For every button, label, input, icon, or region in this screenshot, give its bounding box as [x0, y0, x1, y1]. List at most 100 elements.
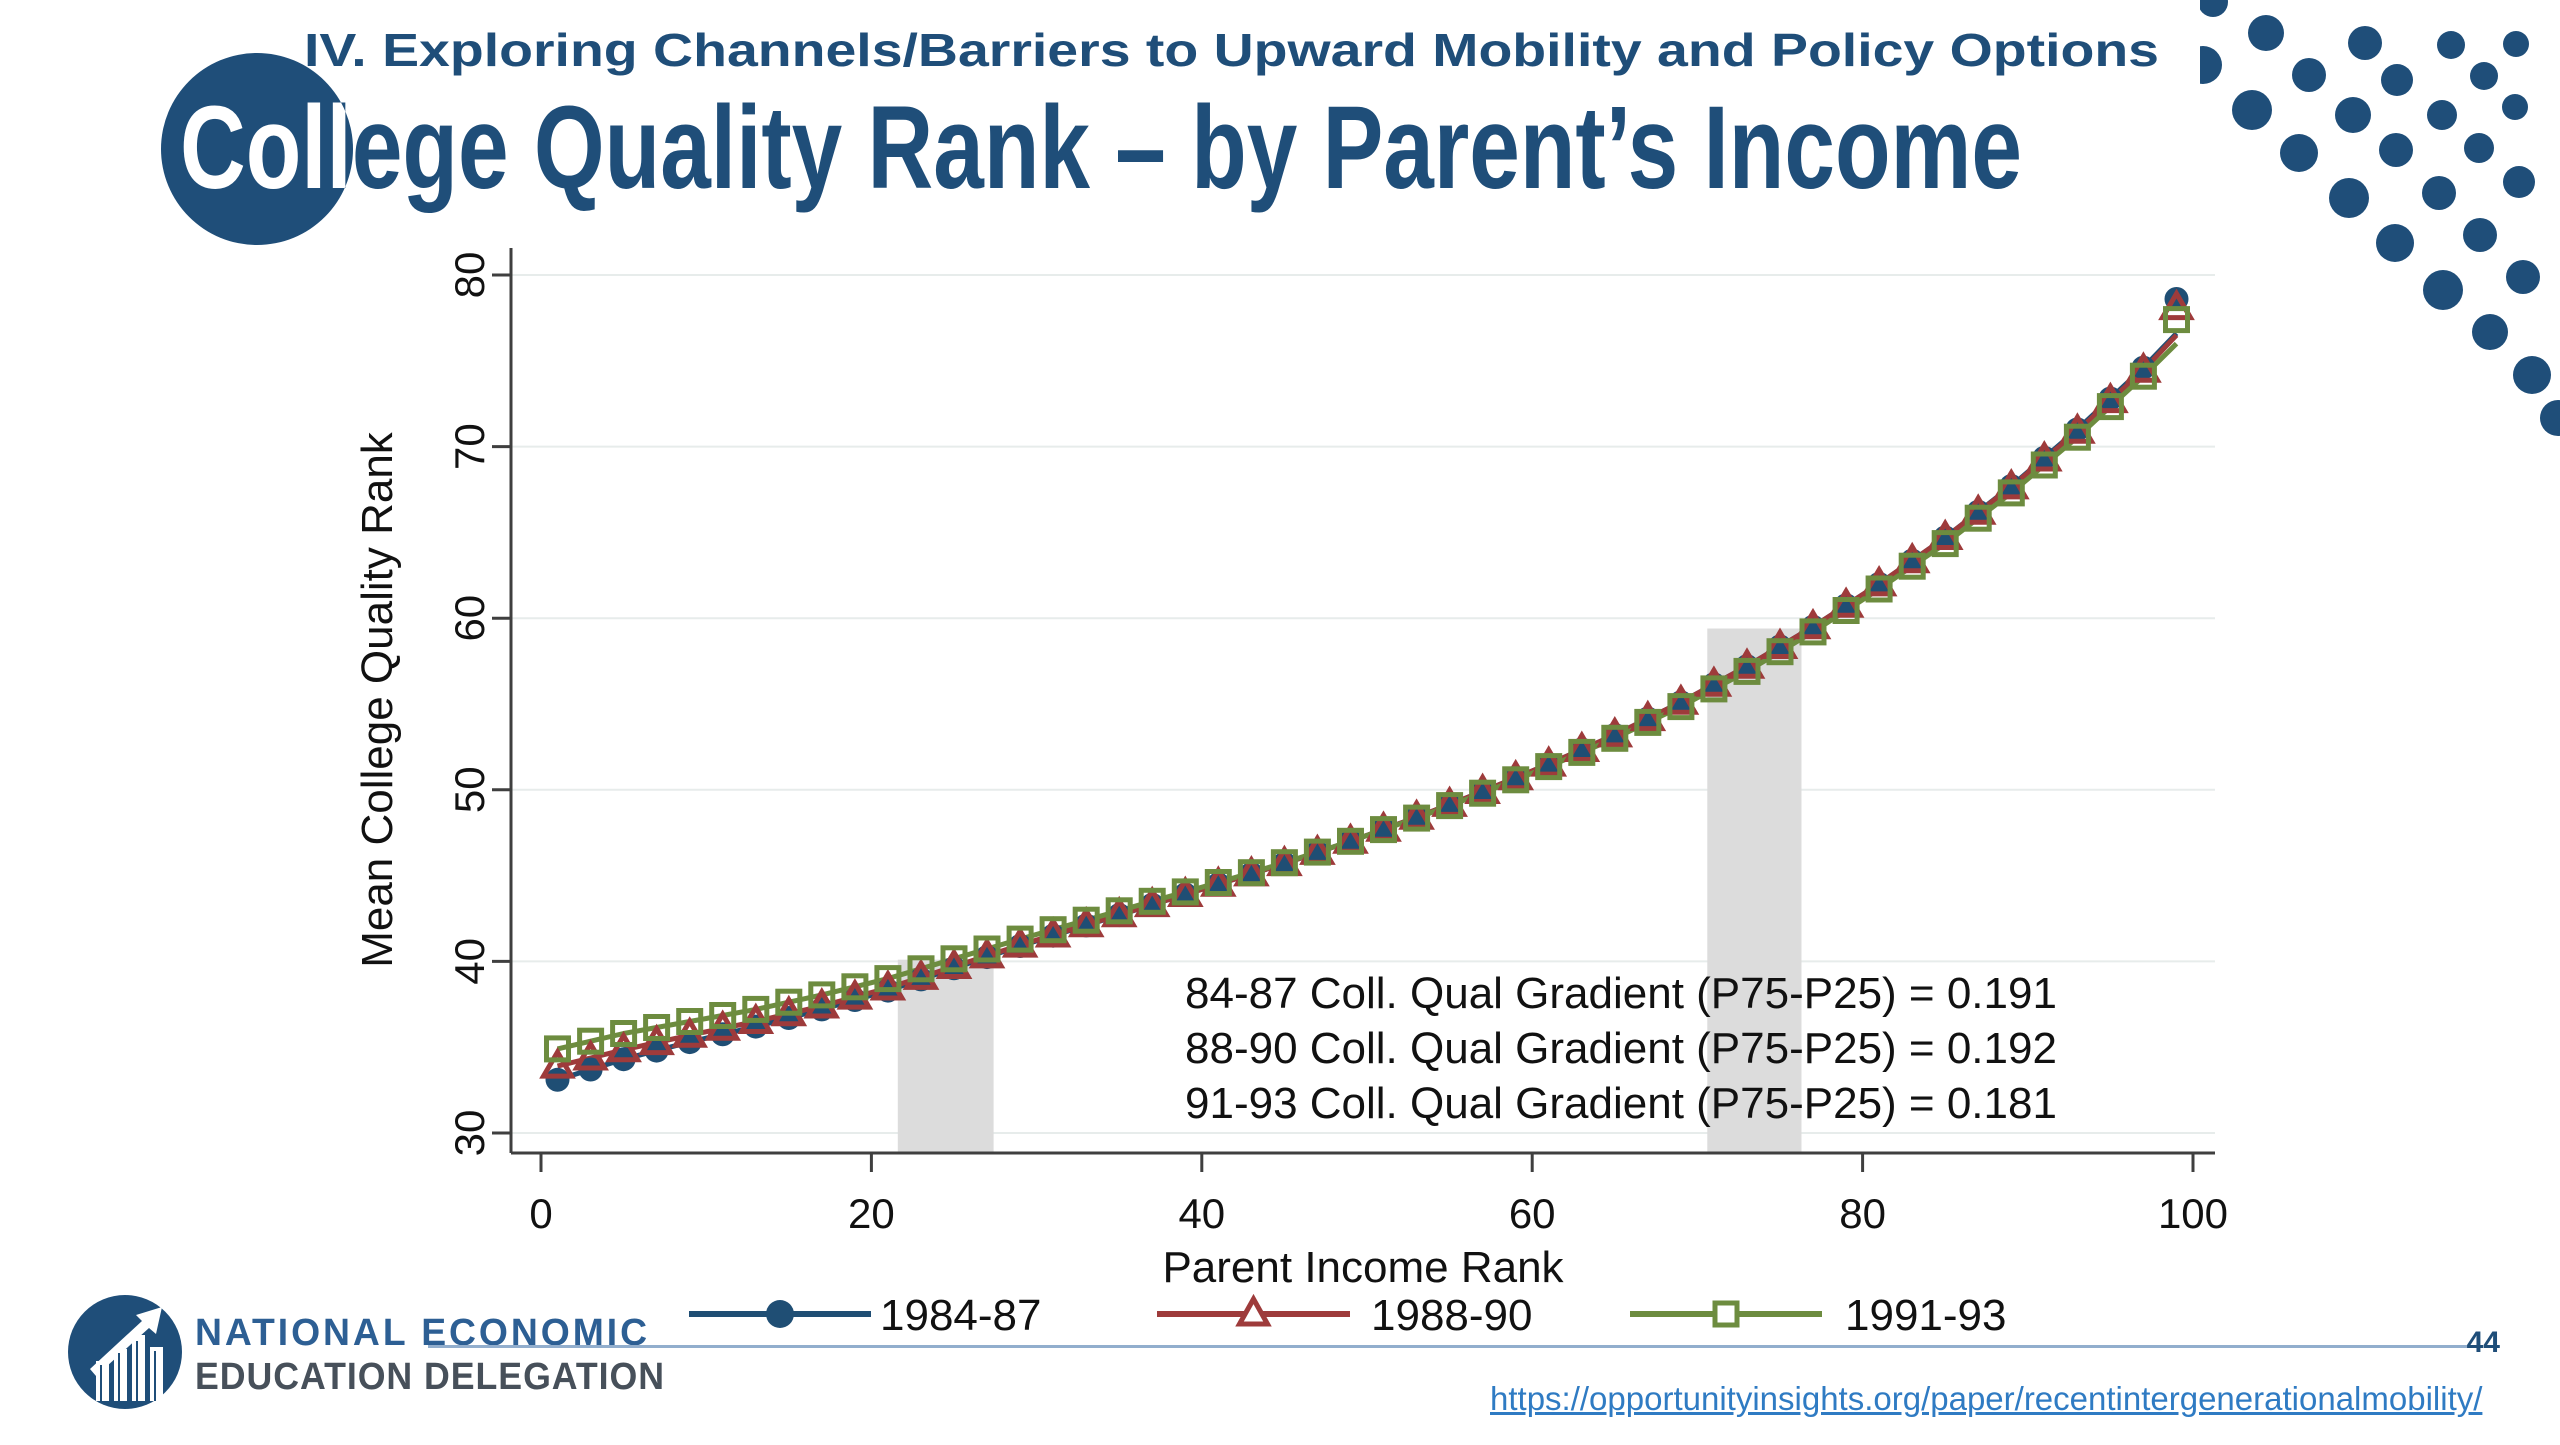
data-point [869, 969, 907, 1001]
data-point [1964, 504, 1992, 532]
need-logo: NATIONAL ECONOMIC EDUCATION DELEGATION [68, 1295, 665, 1409]
decorative-dots [2200, 0, 2560, 436]
data-point [2030, 451, 2058, 479]
data-point [1931, 530, 1959, 558]
data-point [1204, 869, 1232, 896]
data-point [610, 1020, 638, 1047]
data-point [643, 1014, 671, 1041]
data-point [1039, 916, 1067, 944]
data-point [577, 1027, 605, 1055]
gradient-annotation: 88-90 Coll. Qual Gradient (P75-P25) = 0.… [1185, 1024, 2057, 1073]
data-point [1728, 647, 1766, 679]
percentile-band [897, 959, 994, 1153]
data-point [1568, 738, 1596, 766]
data-point [1535, 753, 1563, 781]
gradient-annotation: 91-93 Coll. Qual Gradient (P75-P25) = 0.… [1185, 1079, 2057, 1128]
trend-line [556, 333, 2179, 1069]
data-point [1138, 887, 1166, 915]
data-point [2163, 306, 2190, 334]
data-point [1959, 493, 1997, 525]
data-point [1403, 804, 1431, 832]
data-point [1067, 905, 1105, 938]
data-point [935, 947, 973, 979]
data-point [1629, 699, 1667, 732]
data-point [968, 936, 1006, 969]
data-point [907, 955, 935, 983]
data-point [1303, 838, 1331, 866]
logo-name-line2: EDUCATION DELEGATION [195, 1356, 665, 1398]
y-tick-label: 60 [446, 595, 493, 642]
data-point [1794, 607, 1832, 640]
data-point [1799, 618, 1827, 646]
data-point [1530, 745, 1568, 777]
legend-square-marker [1712, 1300, 1740, 1328]
data-point [1997, 479, 2025, 507]
data-point [1502, 766, 1530, 794]
slide-kicker: IV. Exploring Channels/Barriers to Upwar… [304, 24, 2159, 76]
data-point [836, 978, 874, 1010]
data-point [2025, 440, 2063, 472]
source-link[interactable]: https://opportunityinsights.org/paper/re… [1490, 1380, 2483, 1417]
data-point [1469, 779, 1497, 807]
x-tick-label: 60 [1509, 1190, 1556, 1237]
data-point [1832, 597, 1860, 624]
data-point [940, 945, 968, 973]
data-point [1237, 859, 1265, 887]
page-number: 44 [2466, 1326, 2500, 1359]
y-tick-label: 70 [446, 423, 493, 470]
trend-line [556, 331, 2179, 1083]
data-point [1596, 715, 1634, 748]
data-point [874, 965, 902, 993]
data-point [1700, 675, 1728, 703]
data-point [1171, 878, 1199, 906]
data-point [808, 981, 836, 1009]
legend-item: 1984-87 [689, 1291, 1041, 1340]
data-point [2125, 351, 2162, 383]
data-point [2063, 423, 2091, 451]
data-point [1072, 906, 1100, 934]
data-point [1926, 518, 1964, 550]
y-tick-label: 40 [446, 938, 493, 985]
data-point [902, 958, 940, 990]
data-point [1865, 575, 1893, 603]
data-point [1563, 730, 1601, 762]
data-point [973, 935, 1001, 963]
page-title-knockout: College Quality Rank – by Parent’s Incom… [180, 82, 2022, 214]
legend-triangle-marker [1235, 1293, 1272, 1327]
data-point [1497, 758, 1535, 791]
data-point [2092, 381, 2129, 414]
data-point [1662, 683, 1700, 715]
data-point [1001, 926, 1039, 958]
x-tick-label: 100 [2158, 1190, 2228, 1237]
title-accent-circle [161, 53, 353, 245]
data-point [742, 995, 770, 1023]
data-point [1100, 895, 1138, 928]
data-point [709, 1002, 737, 1029]
y-tick-label: 80 [446, 252, 493, 299]
data-point [1766, 638, 1794, 666]
data-point [1761, 627, 1799, 659]
data-point [1992, 467, 2030, 500]
data-point [539, 1047, 576, 1079]
x-tick-label: 20 [848, 1190, 895, 1237]
data-point [2059, 412, 2096, 444]
slide-header: IV. Exploring Channels/Barriers to Upwar… [161, 24, 2159, 245]
data-point [2158, 288, 2195, 321]
data-point [544, 1035, 571, 1063]
data-point [841, 973, 869, 1001]
x-tick-label: 0 [529, 1190, 552, 1237]
y-axis-title: Mean College Quality Rank [353, 431, 402, 968]
data-point [1893, 541, 1931, 574]
data-point [1667, 693, 1695, 721]
logo-barchart-arrow-icon [90, 1307, 163, 1401]
data-point [1034, 916, 1072, 948]
trend-line [556, 341, 2179, 1052]
data-point [1601, 724, 1629, 752]
y-tick-label: 50 [446, 766, 493, 813]
data-point [1733, 657, 1761, 685]
legend-item: 1991-93 [1630, 1291, 2006, 1340]
x-tick-label: 80 [1839, 1190, 1886, 1237]
data-point [572, 1039, 609, 1071]
